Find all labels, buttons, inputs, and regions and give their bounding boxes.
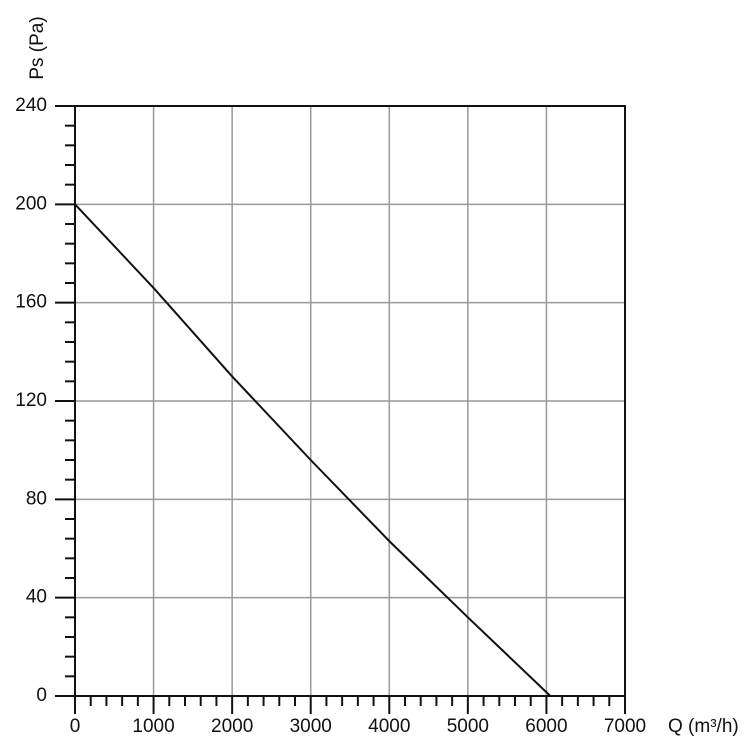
- x-axis-label: Q (m³/h): [668, 716, 739, 737]
- x-tick-label: 6000: [525, 716, 567, 737]
- x-tick-label: 0: [70, 716, 81, 737]
- y-tick-label: 200: [15, 193, 47, 214]
- y-tick-label: 0: [36, 685, 47, 706]
- y-tick-label: 120: [15, 390, 47, 411]
- x-tick-label: 1000: [132, 716, 174, 737]
- y-tick-label: 80: [26, 488, 47, 509]
- plot-frame: [74, 105, 626, 697]
- y-tick-label: 40: [26, 587, 47, 608]
- x-tick-label: 5000: [447, 716, 489, 737]
- data-line: [74, 203, 552, 697]
- y-axis-label: Ps (Pa): [27, 16, 48, 79]
- x-tick-label: 4000: [368, 716, 410, 737]
- x-tick-label: 7000: [604, 716, 646, 737]
- x-tick-label: 3000: [290, 716, 332, 737]
- x-tick-label: 2000: [211, 716, 253, 737]
- y-tick-label: 160: [15, 292, 47, 313]
- y-tick-label: 240: [15, 95, 47, 116]
